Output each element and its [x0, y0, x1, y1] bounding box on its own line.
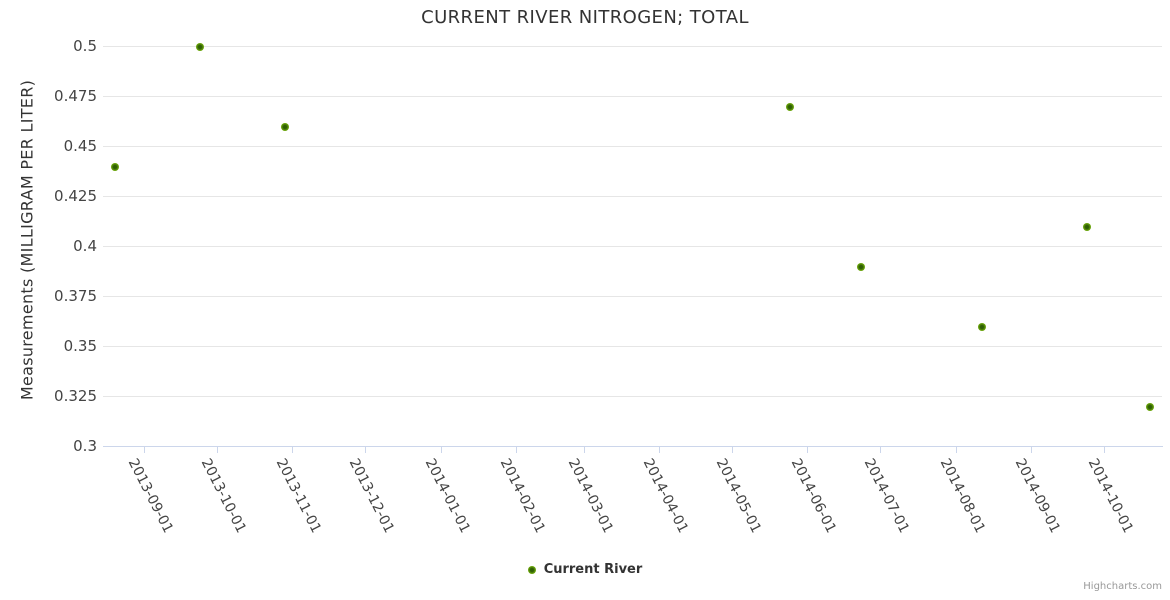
- y-gridline: [103, 46, 1162, 47]
- data-point[interactable]: [786, 103, 795, 111]
- y-tick-label: 0.325: [54, 387, 97, 405]
- x-tick-label: 2014-08-01: [936, 456, 988, 536]
- x-tick-label: 2013-10-01: [197, 456, 250, 536]
- x-tick-mark: [292, 447, 294, 453]
- data-point[interactable]: [1082, 223, 1091, 231]
- y-tick-label: 0.4: [73, 237, 97, 255]
- y-tick-label: 0.475: [54, 87, 97, 105]
- y-tick-label: 0.375: [54, 287, 97, 305]
- x-axis-line: [103, 446, 1163, 447]
- x-tick-label: 2014-03-01: [564, 456, 616, 536]
- x-tick-label: 2014-07-01: [860, 456, 913, 536]
- x-tick-mark: [515, 447, 517, 453]
- x-tick-mark: [807, 447, 809, 453]
- chart-title: CURRENT RIVER NITROGEN; TOTAL: [421, 7, 749, 28]
- x-tick-label: 2014-06-01: [788, 456, 840, 536]
- data-point[interactable]: [1145, 403, 1154, 411]
- y-gridline: [103, 246, 1162, 247]
- x-tick-label: 2013-09-01: [125, 456, 177, 536]
- legend-item-current-river[interactable]: Current River: [0, 562, 1170, 577]
- y-tick-label: 0.3: [73, 437, 97, 455]
- y-tick-label: 0.35: [63, 337, 97, 355]
- x-tick-mark: [144, 447, 146, 453]
- y-gridline: [103, 146, 1162, 147]
- legend-label: Current River: [543, 562, 643, 577]
- x-tick-label: 2013-11-01: [273, 456, 325, 536]
- x-tick-mark: [659, 447, 661, 453]
- y-gridline: [103, 346, 1162, 347]
- data-point[interactable]: [856, 263, 865, 271]
- x-tick-label: 2013-12-01: [346, 456, 398, 536]
- y-gridline: [103, 196, 1162, 197]
- x-tick-mark: [732, 447, 734, 453]
- y-tick-label: 0.5: [73, 37, 97, 55]
- x-tick-mark: [1030, 447, 1032, 453]
- data-point[interactable]: [111, 163, 120, 171]
- credits-link[interactable]: Highcharts.com: [1083, 581, 1162, 592]
- y-tick-label: 0.425: [54, 187, 97, 205]
- x-tick-mark: [440, 447, 442, 453]
- data-point[interactable]: [281, 123, 290, 131]
- x-tick-mark: [880, 447, 882, 453]
- x-tick-label: 2014-10-01: [1084, 456, 1136, 536]
- x-tick-mark: [217, 447, 219, 453]
- x-tick-mark: [365, 447, 367, 453]
- data-point[interactable]: [978, 323, 987, 331]
- data-point[interactable]: [196, 43, 205, 51]
- x-tick-mark: [583, 447, 585, 453]
- legend-marker-icon: [527, 565, 536, 574]
- x-tick-mark: [955, 447, 957, 453]
- y-gridline: [103, 96, 1162, 97]
- y-gridline: [103, 396, 1162, 397]
- x-tick-label: 2014-09-01: [1011, 456, 1063, 536]
- y-tick-label: 0.45: [63, 137, 97, 155]
- x-tick-label: 2014-05-01: [712, 456, 765, 536]
- x-tick-label: 2014-04-01: [639, 456, 692, 536]
- y-gridline: [103, 296, 1162, 297]
- x-tick-label: 2014-01-01: [421, 456, 473, 536]
- x-tick-mark: [1103, 447, 1105, 453]
- x-tick-label: 2014-02-01: [496, 456, 548, 536]
